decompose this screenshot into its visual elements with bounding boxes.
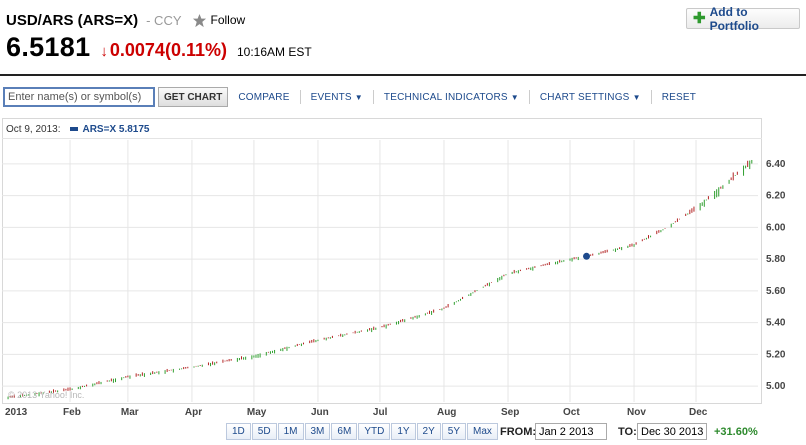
to-date-input[interactable] xyxy=(637,423,707,440)
legend-swatch xyxy=(70,127,79,131)
x-tick-label: May xyxy=(247,407,267,418)
header-divider xyxy=(0,74,806,76)
from-label: FROM: xyxy=(500,426,537,438)
x-tick-label: Nov xyxy=(627,407,646,418)
symbol-search-input[interactable] xyxy=(3,87,155,107)
plus-icon: ✚ xyxy=(693,10,706,27)
toolbar-separator xyxy=(299,90,301,104)
chart-toolbar: GET CHART COMPARE EVENTS▼ TECHNICAL INDI… xyxy=(3,86,696,108)
y-tick-label: 5.80 xyxy=(766,254,786,265)
y-tick-label: 5.00 xyxy=(766,381,786,392)
grid-lines xyxy=(2,140,758,402)
y-tick-label: 6.00 xyxy=(766,222,786,233)
y-tick-label: 6.20 xyxy=(766,191,786,202)
caret-down-icon: ▼ xyxy=(632,92,641,102)
legend-label: ARS=X 5.8175 xyxy=(82,123,150,135)
x-tick-label: Mar xyxy=(121,407,139,418)
technical-indicators-menu[interactable]: TECHNICAL INDICATORS ▼ xyxy=(384,92,519,103)
candles xyxy=(7,159,753,400)
toolbar-separator xyxy=(650,90,652,104)
hover-marker xyxy=(583,252,591,260)
quote-title-row: USD/ARS (ARS=X) - CCY Follow xyxy=(6,10,245,30)
reset-button[interactable]: RESET xyxy=(662,92,696,103)
range-button-6m[interactable]: 6M xyxy=(331,423,358,440)
ticker-title: USD/ARS (ARS=X) xyxy=(6,11,139,29)
range-button-1d[interactable]: 1D xyxy=(226,423,251,440)
last-price: 6.5181 xyxy=(6,32,91,62)
compare-button[interactable]: COMPARE xyxy=(238,92,289,103)
x-tick-label: Sep xyxy=(501,407,519,418)
star-icon[interactable] xyxy=(192,13,207,28)
chart-header-divider xyxy=(2,138,762,139)
follow-link[interactable]: Follow xyxy=(210,13,246,27)
chart-info-header: Oct 9, 2013: ARS=X 5.8175 xyxy=(6,123,149,135)
toolbar-separator xyxy=(528,90,530,104)
range-button-2y[interactable]: 2Y xyxy=(416,423,441,440)
price-change: 0.0074(0.11%) xyxy=(109,40,227,60)
range-button-1y[interactable]: 1Y xyxy=(391,423,416,440)
y-tick-label: 6.40 xyxy=(766,159,786,170)
range-button-5d[interactable]: 5D xyxy=(251,423,277,440)
x-tick-label: Feb xyxy=(63,407,81,418)
events-menu[interactable]: EVENTS ▼ xyxy=(311,92,363,103)
range-button-1m[interactable]: 1M xyxy=(277,423,304,440)
chart-frame xyxy=(2,118,762,404)
range-button-5y[interactable]: 5Y xyxy=(441,423,467,440)
x-tick-label: Jul xyxy=(373,407,388,418)
technical-indicators-label: TECHNICAL INDICATORS xyxy=(383,91,508,103)
quote-row: 6.5181 ↓ 0.0074(0.11%) 10:16AM EST xyxy=(6,32,312,64)
add-to-portfolio-button[interactable]: ✚ Add to Portfolio xyxy=(686,5,800,33)
add-to-portfolio-label: Add to Portfolio xyxy=(709,4,759,33)
price-chart[interactable]: 5.00 5.20 5.40 5.60 5.80 6.00 6.20 6.40 2013 Feb… xyxy=(0,0,806,420)
toolbar-separator xyxy=(372,90,374,104)
from-date-input[interactable] xyxy=(535,423,607,440)
range-button-3m[interactable]: 3M xyxy=(304,423,331,440)
chart-settings-label: CHART SETTINGS xyxy=(539,91,630,103)
events-label: EVENTS xyxy=(310,91,352,103)
reset-label: RESET xyxy=(661,91,697,103)
get-chart-button[interactable]: GET CHART xyxy=(158,87,229,107)
down-arrow-icon: ↓ xyxy=(100,43,108,60)
period-change-percent: +31.60% xyxy=(714,426,758,438)
x-tick-label: Aug xyxy=(437,407,456,418)
y-tick-label: 5.40 xyxy=(766,318,786,329)
chart-settings-menu[interactable]: CHART SETTINGS ▼ xyxy=(540,92,641,103)
x-tick-label: 2013 xyxy=(5,407,28,418)
x-tick-label: Jun xyxy=(311,407,329,418)
y-tick-label: 5.20 xyxy=(766,349,786,360)
watermark: © 2013 Yahoo! Inc. xyxy=(8,390,84,400)
marker xyxy=(583,252,591,260)
range-button-ytd[interactable]: YTD xyxy=(358,423,391,440)
range-button-max[interactable]: Max xyxy=(467,423,498,440)
y-tick-label: 5.60 xyxy=(766,286,786,297)
caret-down-icon: ▼ xyxy=(354,92,363,102)
hover-date: Oct 9, 2013: xyxy=(6,123,61,135)
x-tick-label: Oct xyxy=(563,407,580,418)
x-tick-label: Apr xyxy=(185,407,202,418)
caret-down-icon: ▼ xyxy=(510,92,519,102)
x-axis-labels: 2013 Feb Mar Apr May Jun Jul Aug Sep Oct Nov Dec xyxy=(5,407,708,418)
exchange-label: - CCY xyxy=(146,12,182,28)
range-buttons: 1D 5D 1M 3M 6M YTD 1Y 2Y 5Y Max xyxy=(226,423,499,440)
x-tick-label: Dec xyxy=(689,407,708,418)
compare-label: COMPARE xyxy=(238,91,290,103)
quote-time: 10:16AM EST xyxy=(236,45,312,59)
y-axis-labels: 5.00 5.20 5.40 5.60 5.80 6.00 6.20 6.40 xyxy=(766,159,786,392)
to-label: TO: xyxy=(618,426,637,438)
